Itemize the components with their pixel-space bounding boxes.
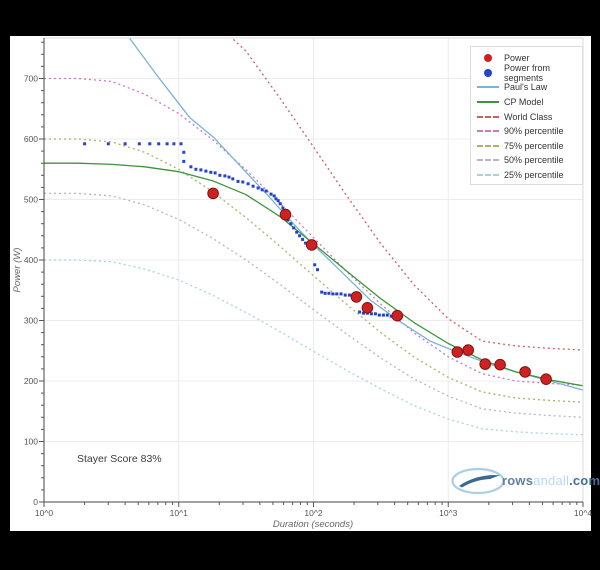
svg-text:400: 400 xyxy=(24,255,38,265)
world-class-dash-swatch xyxy=(477,115,499,118)
legend-label: 50% percentile xyxy=(504,155,564,166)
axis-ticks xyxy=(39,41,584,507)
svg-text:10^4: 10^4 xyxy=(574,508,592,518)
legend-item-pauls-law[interactable]: Paul's Law xyxy=(471,80,582,95)
svg-text:300: 300 xyxy=(24,316,38,326)
p50-dash-swatch xyxy=(477,159,499,162)
legend-label: 25% percentile xyxy=(504,170,564,181)
cp-model-line-swatch xyxy=(477,101,499,104)
svg-text:700: 700 xyxy=(24,74,38,84)
power-from-segments-points xyxy=(83,142,397,318)
legend-label: Paul's Law xyxy=(504,82,548,93)
svg-text:100: 100 xyxy=(24,437,38,447)
svg-text:0: 0 xyxy=(33,497,38,507)
svg-text:10^3: 10^3 xyxy=(439,508,457,518)
legend-label: 75% percentile xyxy=(504,140,564,151)
legend-item-90-percentile[interactable]: 90% percentile xyxy=(471,124,582,139)
legend-label: CP Model xyxy=(504,97,544,108)
x-axis-title: Duration (seconds) xyxy=(273,519,353,530)
svg-text:10^2: 10^2 xyxy=(304,508,322,518)
svg-text:10^0: 10^0 xyxy=(35,508,53,518)
chart-legend: Power Power from segments Paul's Law CP … xyxy=(470,46,583,185)
svg-text:600: 600 xyxy=(24,134,38,144)
segments-dot-swatch xyxy=(484,68,492,77)
legend-item-50-percentile[interactable]: 50% percentile xyxy=(471,153,582,168)
legend-item-world-class[interactable]: World Class xyxy=(471,109,582,124)
y-axis-title: Power (W) xyxy=(12,248,23,293)
rowsandall-logo[interactable]: rows andall .com xyxy=(450,466,600,496)
legend-item-power[interactable]: Power xyxy=(471,51,582,66)
legend-label: Power xyxy=(504,53,530,64)
svg-text:200: 200 xyxy=(24,376,38,386)
logo-text-com: .com xyxy=(569,473,600,488)
svg-text:500: 500 xyxy=(24,195,38,205)
legend-label: 90% percentile xyxy=(504,126,564,137)
tick-labels: 0 100 200 300 400 500 600 700 10^0 10^1 10^2 10^3 10… xyxy=(24,74,593,519)
boat-swoosh-icon xyxy=(451,467,505,495)
model-curves xyxy=(44,38,583,436)
logo-text-andall: andall xyxy=(533,473,570,488)
stayer-score-label: Stayer Score 83% xyxy=(77,453,162,465)
logo-text-rows: rows xyxy=(502,473,534,488)
power-dot-swatch xyxy=(484,54,492,63)
p75-dash-swatch xyxy=(477,144,499,147)
curve-p90 xyxy=(44,77,583,386)
power-points xyxy=(207,187,552,386)
legend-item-75-percentile[interactable]: 75% percentile xyxy=(471,139,582,154)
legend-item-cp-model[interactable]: CP Model xyxy=(471,95,582,110)
svg-text:10^1: 10^1 xyxy=(170,508,188,518)
legend-label: World Class xyxy=(504,111,553,122)
p25-dash-swatch xyxy=(477,174,499,177)
curve-p50 xyxy=(44,192,583,418)
curve-p75 xyxy=(44,138,583,403)
legend-label: Power from segments xyxy=(504,62,551,83)
legend-item-power-from-segments[interactable]: Power from segments xyxy=(471,62,582,83)
p90-dash-swatch xyxy=(477,130,499,133)
legend-item-25-percentile[interactable]: 25% percentile xyxy=(471,168,582,183)
pauls-law-line-swatch xyxy=(477,86,499,89)
curve-p25 xyxy=(44,259,583,436)
